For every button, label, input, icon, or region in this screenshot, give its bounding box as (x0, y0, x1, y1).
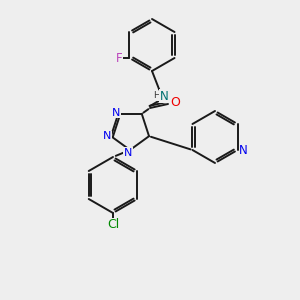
Text: Cl: Cl (107, 218, 119, 232)
Text: N: N (239, 143, 248, 157)
Text: N: N (112, 108, 120, 118)
Text: N: N (103, 131, 111, 141)
Text: N: N (160, 89, 168, 103)
Text: F: F (116, 52, 123, 64)
Text: N: N (124, 148, 132, 158)
Text: H: H (154, 92, 160, 100)
Text: O: O (170, 97, 180, 110)
